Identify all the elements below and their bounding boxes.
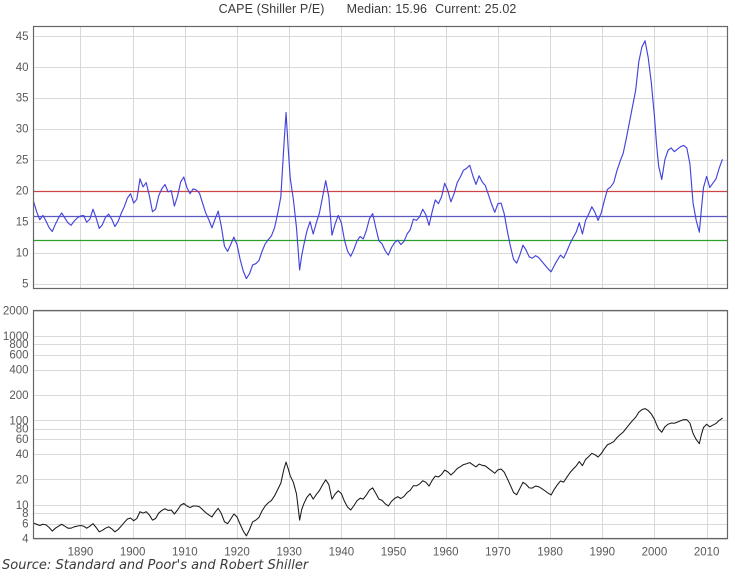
ytick-label-10: 10 — [16, 500, 29, 512]
ytick-label-600: 600 — [9, 350, 28, 362]
page-title: CAPE (Shiller P/E) Median: 15.96 Current: … — [0, 2, 735, 16]
ytick-label-200: 200 — [9, 390, 28, 402]
ytick-label-20: 20 — [16, 474, 29, 486]
ytick-label-800: 800 — [9, 339, 28, 351]
ytick-label-4: 4 — [22, 534, 29, 546]
ytick-label-60: 60 — [16, 434, 29, 446]
xtick-label-1970: 1970 — [485, 547, 511, 559]
series-line-0 — [32, 408, 723, 537]
series-line-0 — [32, 40, 723, 280]
ytick-label-30: 30 — [16, 124, 29, 136]
xtick-label-2010: 2010 — [694, 547, 720, 559]
ytick-label-25: 25 — [16, 155, 29, 167]
xtick-label-2000: 2000 — [642, 547, 668, 559]
ytick-label-6: 6 — [22, 519, 28, 531]
ytick-label-40: 40 — [16, 62, 29, 74]
xtick-label-1940: 1940 — [329, 547, 355, 559]
ytick-label-1000: 1000 — [3, 331, 29, 343]
chart-panel-cape-panel: 5 10 15 20 25 30 35 40 45 — [16, 25, 729, 291]
ytick-label-2000: 2000 — [3, 306, 29, 318]
ytick-label-20: 20 — [16, 186, 29, 198]
ytick-label-400: 400 — [9, 365, 28, 377]
xtick-label-1910: 1910 — [172, 547, 198, 559]
ytick-label-5: 5 — [22, 279, 28, 291]
ytick-label-15: 15 — [16, 217, 29, 229]
ytick-label-80: 80 — [16, 424, 29, 436]
ytick-label-8: 8 — [22, 508, 28, 520]
title-median: Median: 15.96 — [346, 2, 428, 16]
ytick-label-45: 45 — [16, 31, 29, 43]
source-caption: Source: Standard and Poor's and Robert S… — [2, 558, 309, 573]
title-current: Current: 25.02 — [435, 2, 517, 16]
xtick-label-1920: 1920 — [224, 547, 250, 559]
panel-frame — [32, 25, 729, 290]
title-main: CAPE (Shiller P/E) — [218, 2, 325, 16]
xtick-label-1890: 1890 — [68, 547, 94, 559]
ytick-label-35: 35 — [16, 93, 29, 105]
xtick-label-1960: 1960 — [433, 547, 459, 559]
xtick-label-1950: 1950 — [381, 547, 407, 559]
panel-frame — [32, 309, 729, 540]
ytick-label-100: 100 — [9, 415, 28, 427]
xtick-label-1930: 1930 — [276, 547, 302, 559]
xtick-label-1980: 1980 — [537, 547, 563, 559]
xtick-label-1900: 1900 — [120, 547, 146, 559]
ytick-label-10: 10 — [16, 248, 29, 260]
xtick-label-1990: 1990 — [589, 547, 615, 559]
ytick-label-40: 40 — [16, 449, 29, 461]
